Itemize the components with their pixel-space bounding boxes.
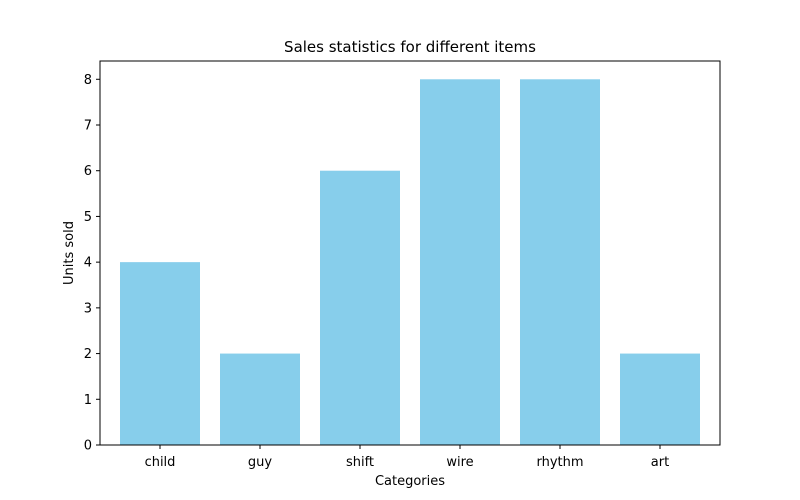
plot-area-frame (99, 60, 721, 446)
y-tick-label: 4 (84, 256, 92, 271)
y-tick-label: 7 (84, 119, 92, 134)
x-tick-label-guy: guy (248, 455, 272, 470)
y-tick-label: 1 (84, 393, 92, 408)
x-tick-label-wire: wire (446, 455, 473, 470)
y-tick-label: 8 (84, 73, 92, 88)
bar-shift (320, 170, 400, 445)
x-tick-label-child: child (145, 455, 176, 470)
bar-wire (420, 79, 500, 445)
y-tick-label: 3 (84, 301, 92, 316)
y-axis-ticks: 0 1 2 3 4 5 6 7 8 (84, 73, 100, 454)
bar-art (620, 353, 700, 445)
x-axis-ticks: child guy shift wire rhythm art (145, 445, 669, 470)
bar-rhythm (520, 79, 600, 445)
x-tick-label-shift: shift (346, 455, 374, 470)
y-tick-label: 0 (84, 439, 92, 454)
x-tick-label-rhythm: rhythm (536, 455, 583, 470)
y-axis-label: Units sold (62, 221, 77, 285)
x-tick-label-art: art (651, 455, 669, 470)
y-tick-label: 5 (84, 210, 92, 225)
chart-title: Sales statistics for different items (284, 38, 536, 56)
x-axis-label: Categories (375, 474, 445, 489)
y-tick-label: 6 (84, 164, 92, 179)
bar-guy (220, 353, 300, 445)
bar-child (120, 262, 200, 445)
bars-layer (120, 79, 700, 445)
y-tick-label: 2 (84, 347, 92, 362)
